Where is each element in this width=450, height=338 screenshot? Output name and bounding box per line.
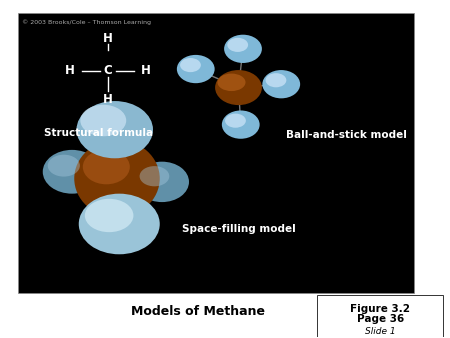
Ellipse shape	[222, 111, 260, 139]
Ellipse shape	[48, 155, 80, 176]
Ellipse shape	[85, 199, 134, 232]
Text: Models of Methane: Models of Methane	[131, 305, 265, 318]
Ellipse shape	[79, 194, 160, 254]
Ellipse shape	[177, 55, 215, 83]
Text: C: C	[104, 64, 112, 77]
Text: Structural formula: Structural formula	[45, 128, 153, 138]
Ellipse shape	[180, 58, 201, 72]
Text: Slide 1: Slide 1	[365, 327, 396, 336]
FancyBboxPatch shape	[18, 14, 414, 293]
Text: Ball-and-stick model: Ball-and-stick model	[286, 130, 407, 140]
Ellipse shape	[83, 149, 130, 184]
Text: Space-filling model: Space-filling model	[182, 224, 295, 234]
Ellipse shape	[262, 70, 300, 98]
Ellipse shape	[227, 38, 248, 52]
Ellipse shape	[224, 35, 262, 63]
Ellipse shape	[135, 162, 189, 202]
Ellipse shape	[266, 73, 286, 87]
Ellipse shape	[140, 166, 169, 186]
Ellipse shape	[74, 140, 160, 217]
FancyBboxPatch shape	[317, 295, 443, 337]
Ellipse shape	[76, 101, 153, 158]
Text: H: H	[65, 64, 75, 77]
Text: Figure 3.2: Figure 3.2	[350, 304, 410, 314]
Ellipse shape	[43, 150, 101, 194]
Ellipse shape	[81, 105, 126, 136]
Text: © 2003 Brooks/Cole – Thomson Learning: © 2003 Brooks/Cole – Thomson Learning	[22, 20, 152, 25]
Text: Page 36: Page 36	[356, 314, 404, 324]
Ellipse shape	[225, 114, 246, 128]
Text: H: H	[103, 93, 113, 106]
Ellipse shape	[215, 70, 262, 105]
Text: H: H	[141, 64, 151, 77]
Ellipse shape	[217, 74, 246, 91]
Text: H: H	[103, 32, 113, 45]
